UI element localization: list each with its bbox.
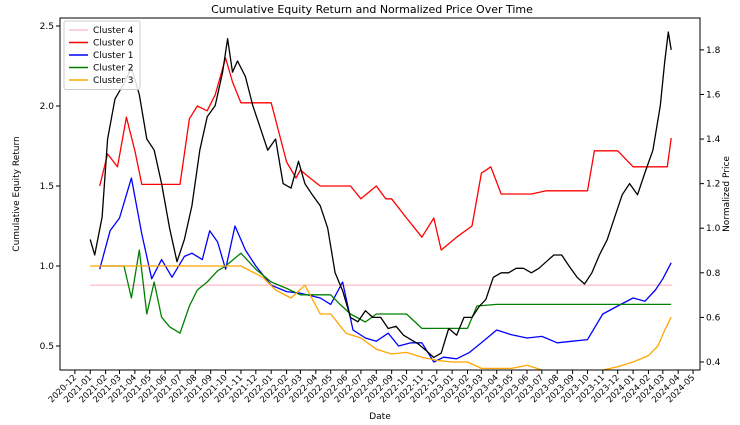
legend-label: Cluster 1 xyxy=(93,51,134,61)
series-line-normalized-price xyxy=(89,31,672,359)
plot-frame xyxy=(59,17,701,371)
right-y-tick-label: 1.0 xyxy=(706,224,721,234)
legend-label: Cluster 0 xyxy=(93,39,134,49)
right-y-tick-label: 0.8 xyxy=(706,269,721,279)
left-y-axis: 0.5 1.0 1.5 2.0 2.5 xyxy=(40,22,60,352)
legend-label: Cluster 2 xyxy=(93,64,134,74)
left-y-tick-label: 1.5 xyxy=(40,182,54,192)
plot-area xyxy=(59,17,701,371)
series-line-cluster-3 xyxy=(90,265,672,370)
legend: Cluster 4 Cluster 0 Cluster 1 Cluster 2 Clus… xyxy=(63,20,141,90)
legend-box xyxy=(63,20,141,90)
legend-label: Cluster 4 xyxy=(93,26,134,36)
right-y-tick-label: 1.6 xyxy=(706,90,721,100)
right-y-tick-label: 1.4 xyxy=(706,135,721,145)
series-line-cluster-0 xyxy=(99,57,672,251)
chart-title: Cumulative Equity Return and Normalized … xyxy=(211,3,533,16)
legend-label: Cluster 3 xyxy=(93,76,134,86)
right-y-tick-label: 1.2 xyxy=(706,180,720,190)
right-y-tick-label: 1.8 xyxy=(706,46,721,56)
right-y-tick-label: 0.4 xyxy=(706,358,721,368)
series-line-cluster-2 xyxy=(99,249,672,334)
left-y-tick-label: 2.5 xyxy=(40,22,54,32)
x-axis-label: Date xyxy=(369,412,391,422)
left-y-tick-label: 0.5 xyxy=(40,342,54,352)
x-axis: 2020-122021-012021-022021-032021-042021-… xyxy=(47,370,697,405)
series-line-cluster-1 xyxy=(99,177,672,363)
right-y-axis-label: Normalized Price xyxy=(722,156,732,232)
right-y-tick-label: 0.6 xyxy=(706,313,721,323)
left-y-tick-label: 1.0 xyxy=(40,262,55,272)
right-y-axis: 0.4 0.6 0.8 1.0 1.2 1.4 1.6 1.8 xyxy=(700,46,721,368)
left-y-axis-label: Cumulative Equity Return xyxy=(12,136,22,251)
left-y-tick-label: 2.0 xyxy=(40,102,55,112)
series-layer xyxy=(89,31,673,370)
